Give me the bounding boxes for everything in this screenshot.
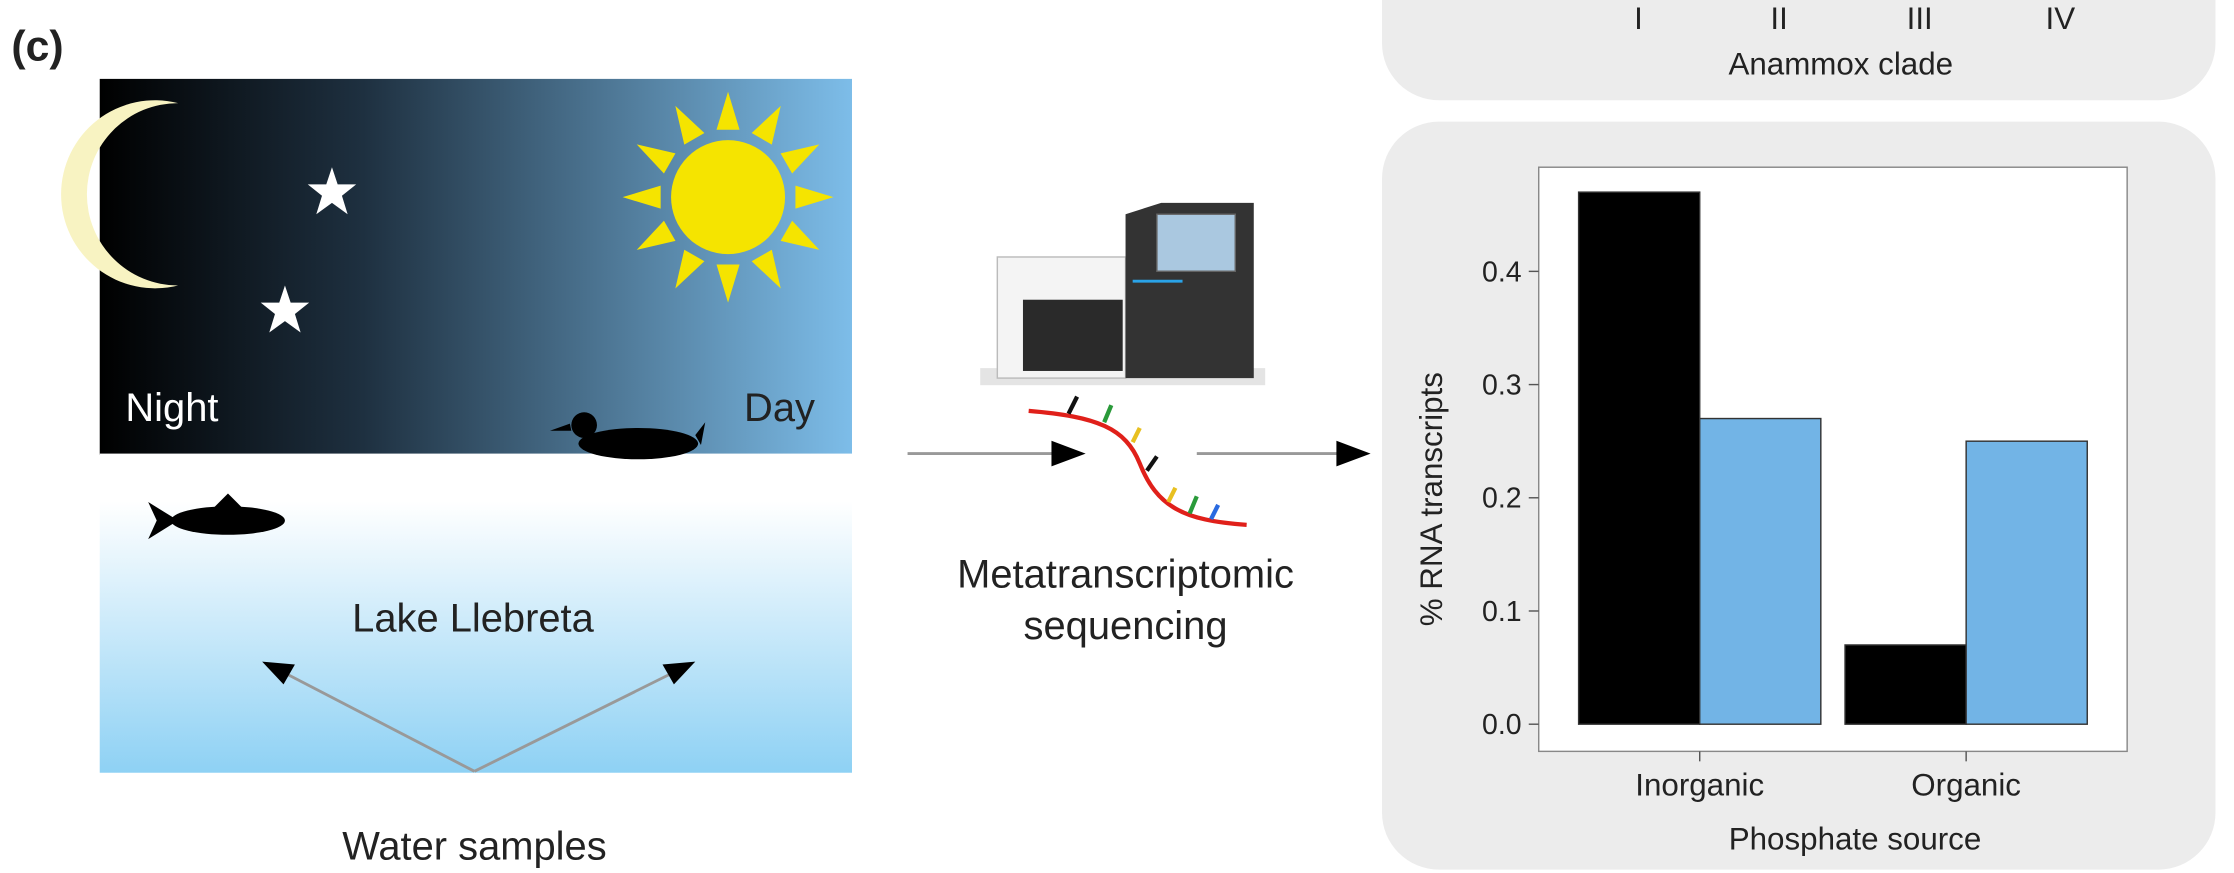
- fish-tail: [148, 502, 179, 540]
- star: [260, 285, 310, 333]
- arrow-head: [1336, 440, 1371, 467]
- sun-ray: [780, 144, 820, 174]
- x-axis-label: Phosphate source: [1729, 822, 1982, 857]
- bar: [1577, 191, 1701, 725]
- sun-ray: [675, 105, 705, 145]
- bar: [1844, 644, 1967, 725]
- sequencer-screen: [1156, 213, 1236, 272]
- panel-label: (c): [11, 22, 63, 70]
- arrow-head: [262, 661, 295, 685]
- arrow-head: [662, 661, 696, 685]
- y-tick-label: 0.4: [1482, 256, 1522, 288]
- night-label: Night: [125, 386, 218, 430]
- sample-arrows: [278, 668, 679, 773]
- bar: [1965, 440, 2088, 725]
- rna-reads: [1066, 395, 1221, 521]
- day-label: Day: [744, 386, 815, 430]
- sun-ray: [795, 185, 834, 209]
- method-label: Metatranscriptomic: [957, 553, 1294, 597]
- sequencing: Metatranscriptomic sequencing: [907, 202, 1371, 648]
- read: [1187, 495, 1199, 515]
- duck: [549, 412, 706, 460]
- arrow-line: [473, 668, 679, 773]
- y-tick-label: 0.1: [1482, 596, 1522, 628]
- lake-scene: Night Day Lake Llebreta Water samples: [61, 78, 852, 869]
- sun-ray: [751, 105, 781, 145]
- sun-ray: [622, 185, 661, 209]
- bar: [1699, 417, 1822, 725]
- samples-label: Water samples: [342, 825, 606, 869]
- method-label: sequencing: [1024, 604, 1228, 648]
- read: [1130, 426, 1142, 444]
- sun-ray: [675, 249, 705, 289]
- sun-ray: [751, 249, 781, 289]
- x-axis-label: Anammox clade: [1728, 47, 1953, 82]
- sequencer-door: [1022, 299, 1123, 371]
- read: [1145, 455, 1159, 472]
- fish-fin: [213, 493, 243, 508]
- y-tick-label: 0.0: [1482, 709, 1522, 741]
- bar-chart: 0.0 0.1 0.2 0.3 0.4 Inorganic Organic: [1482, 191, 2088, 803]
- arrow-head: [1051, 440, 1086, 467]
- sun-ray: [716, 264, 740, 303]
- sun-ray: [780, 220, 820, 250]
- y-tick-label: 0.3: [1482, 370, 1522, 402]
- y-tick-label: 0.2: [1482, 483, 1522, 515]
- star: [307, 167, 357, 215]
- lake-label: Lake Llebreta: [352, 597, 594, 641]
- fish: [148, 493, 285, 540]
- read: [1066, 395, 1080, 415]
- sun-ray: [636, 220, 676, 250]
- sun-ray: [636, 144, 676, 174]
- sun-ray: [716, 91, 740, 130]
- x-tick-label: I: [1634, 1, 1643, 36]
- x-tick-label: Inorganic: [1635, 768, 1764, 803]
- y-axis-label: % RNA transcripts: [1414, 372, 1449, 626]
- x-tick-label: II: [1770, 1, 1787, 36]
- arrow-line: [278, 668, 476, 773]
- fish-body: [170, 506, 285, 535]
- read: [1209, 503, 1221, 521]
- sun-disc: [671, 140, 786, 255]
- duck-tail: [695, 422, 706, 446]
- duck-beak: [549, 423, 572, 431]
- x-tick-label: IV: [2046, 1, 2076, 36]
- read: [1102, 404, 1114, 424]
- duck-body: [578, 427, 699, 460]
- rna-strand: [1028, 408, 1247, 527]
- duck-head: [571, 412, 597, 438]
- x-tick-label: Organic: [1911, 768, 2021, 803]
- moon: [61, 100, 179, 289]
- panel-background: [1382, 0, 2216, 101]
- sun: [622, 91, 834, 303]
- read: [1166, 486, 1178, 503]
- x-tick-label: III: [1907, 1, 1933, 36]
